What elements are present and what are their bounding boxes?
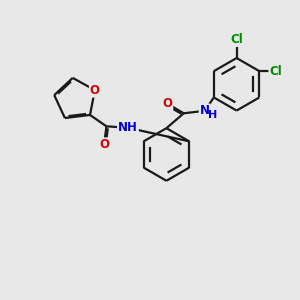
Text: O: O	[90, 84, 100, 97]
Text: H: H	[208, 110, 217, 120]
Text: NH: NH	[118, 121, 138, 134]
Text: Cl: Cl	[269, 65, 282, 78]
Text: Cl: Cl	[230, 33, 243, 46]
Text: N: N	[200, 104, 210, 117]
Text: O: O	[99, 138, 109, 151]
Text: O: O	[162, 97, 172, 110]
